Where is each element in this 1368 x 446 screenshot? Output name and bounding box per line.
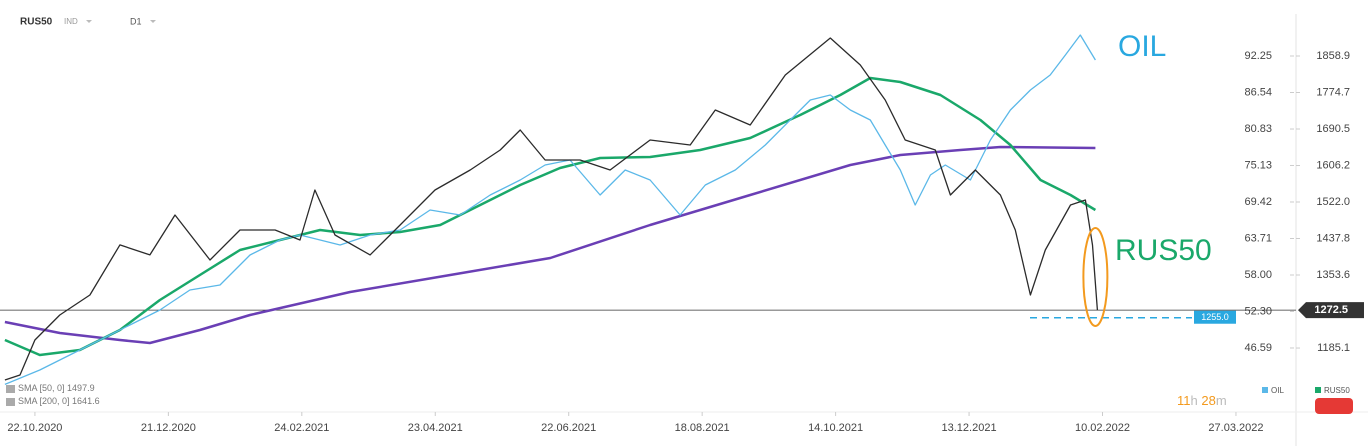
y-tick-label: 69.42 — [1244, 196, 1272, 208]
x-tick-label: 22.06.2021 — [541, 422, 596, 434]
support-label: 1255.0 — [1201, 312, 1229, 322]
y2-tick-label: 1774.7 — [1316, 86, 1350, 98]
timeframe[interactable]: D1 — [130, 16, 142, 26]
highlight — [1082, 227, 1109, 327]
dropdown-icon[interactable] — [150, 20, 156, 23]
dropdown-icon[interactable] — [86, 20, 92, 23]
x-tick-label: 13.12.2021 — [942, 422, 997, 434]
readout-name: SMA [50, 0] — [18, 383, 65, 393]
x-tick-label: 27.03.2022 — [1208, 422, 1263, 434]
y-tick-label: 58.00 — [1244, 269, 1272, 281]
readout-name: SMA [200, 0] — [18, 396, 70, 406]
annotation: RUS50 — [1115, 234, 1212, 267]
x-tick-label: 23.04.2021 — [408, 422, 463, 434]
timer-part: h — [1191, 393, 1198, 408]
y-tick-label: 63.71 — [1244, 232, 1272, 244]
readout-value: 1497.9 — [67, 383, 95, 393]
support-box — [1194, 310, 1236, 324]
timer-part: m — [1216, 393, 1227, 408]
y-tick-label: 75.13 — [1244, 159, 1272, 171]
timer: 11h 28m — [1177, 393, 1227, 408]
readout-icon — [6, 385, 15, 393]
x-tick-label: 18.08.2021 — [675, 422, 730, 434]
readout: SMA [200, 0] 1641.6 — [18, 396, 100, 406]
y2-tick-label: 1437.8 — [1316, 232, 1350, 244]
symbol: RUS50 — [20, 17, 53, 28]
x-tick-label: 14.10.2021 — [808, 422, 863, 434]
series-line — [4, 76, 1097, 357]
symbol-class[interactable]: IND — [64, 17, 78, 26]
readout-value: 1641.6 — [72, 396, 100, 406]
price-box — [1298, 302, 1364, 319]
legend-label: OIL — [1271, 386, 1284, 395]
y2-tick-label: 1858.9 — [1316, 50, 1350, 62]
timer-part: 28 — [1201, 393, 1215, 408]
y2-tick-label: 1690.5 — [1316, 123, 1350, 135]
x-tick-label: 21.12.2020 — [141, 422, 196, 434]
x-tick-label: 22.10.2020 — [7, 422, 62, 434]
price-label: 1272.5 — [1314, 304, 1348, 316]
y-tick-label: 86.54 — [1244, 86, 1272, 98]
timer-part: 11 — [1177, 393, 1191, 408]
y2-tick-label: 1606.2 — [1316, 159, 1350, 171]
y2-tick-label: 1522.0 — [1316, 196, 1350, 208]
x-tick-label: 24.02.2021 — [274, 422, 329, 434]
readout-icon — [6, 398, 15, 406]
button[interactable] — [1315, 398, 1353, 414]
legend-swatch — [1315, 387, 1321, 393]
y2-tick-label: 1353.6 — [1316, 269, 1350, 281]
annotation: OIL — [1118, 30, 1166, 63]
y-tick-label: 46.59 — [1244, 342, 1272, 354]
series-line — [4, 37, 1099, 381]
legend-label: RUS50 — [1324, 386, 1350, 395]
legend-swatch — [1262, 387, 1268, 393]
x-tick-label: 10.02.2022 — [1075, 422, 1130, 434]
y-tick-label: 92.25 — [1244, 50, 1272, 62]
y2-tick-label: 1185.1 — [1317, 342, 1350, 354]
series-line — [4, 145, 1096, 345]
series-line — [4, 34, 1096, 386]
y-tick-label: 52.30 — [1244, 305, 1272, 317]
y-tick-label: 80.83 — [1244, 123, 1272, 135]
readout: SMA [50, 0] 1497.9 — [18, 383, 95, 393]
